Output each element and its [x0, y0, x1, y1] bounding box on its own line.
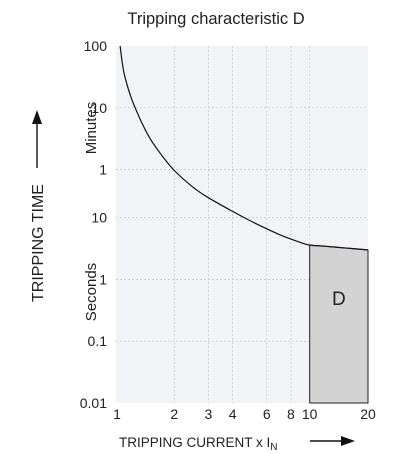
chart-title: Tripping characteristic D — [127, 10, 304, 28]
x-tick-label: 6 — [263, 406, 271, 422]
tripping-curve — [119, 45, 369, 251]
x-tick-label: 8 — [287, 406, 295, 422]
x-axis-arrow-head — [341, 436, 355, 446]
x-axis-title: TRIPPING CURRENT x IN — [119, 435, 278, 453]
x-axis-title-text: TRIPPING CURRENT x I — [119, 435, 270, 450]
y-unit-minutes: Minutes — [83, 102, 100, 155]
x-tick-label: 10 — [302, 406, 318, 422]
x-tick-labels: 1 2 3 4 6 8 10 20 — [113, 406, 376, 422]
y-axis-title: TRIPPING TIME — [30, 184, 47, 302]
y-tick-label: 0.1 — [88, 333, 108, 349]
d-band-label: D — [332, 289, 346, 310]
y-tick-labels: 100 10 1 10 1 0.1 0.01 — [80, 38, 107, 411]
y-tick-label: 100 — [84, 38, 108, 54]
x-tick-label: 3 — [205, 406, 213, 422]
y-tick-label: 1 — [99, 162, 107, 178]
y-unit-seconds: Seconds — [83, 263, 100, 321]
y-tick-label: 10 — [91, 100, 107, 116]
x-tick-label: 20 — [360, 406, 376, 422]
x-tick-label: 2 — [170, 406, 178, 422]
x-axis-title-subscript: N — [270, 442, 277, 453]
x-tick-label: 1 — [113, 406, 121, 422]
y-axis-arrow-head — [32, 110, 42, 124]
y-tick-label: 10 — [91, 210, 107, 226]
d-band-region — [309, 244, 369, 404]
x-tick-label: 4 — [229, 406, 237, 422]
y-tick-label: 1 — [99, 271, 107, 287]
y-tick-label: 0.01 — [80, 395, 107, 411]
